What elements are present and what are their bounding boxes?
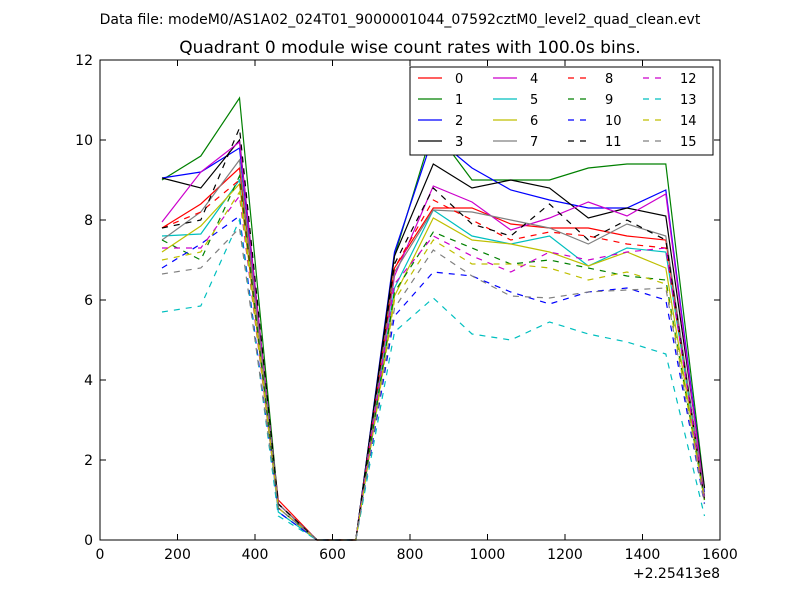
series-line-11 <box>161 127 706 541</box>
series-line-6 <box>161 182 706 541</box>
chart-title: Quadrant 0 module wise count rates with … <box>179 38 640 58</box>
series-line-13 <box>161 217 706 541</box>
x-tick-label: 0 <box>96 547 105 563</box>
series-line-15 <box>161 226 706 541</box>
x-offset-label: +2.25413e8 <box>633 566 720 582</box>
x-tick-label: 1400 <box>625 547 661 563</box>
series-line-4 <box>161 140 706 541</box>
x-axis: 0 200 400 600 800 1000 1200 1400 1600 <box>96 60 738 563</box>
series-line-9 <box>161 173 706 541</box>
legend-label-10: 10 <box>605 114 622 129</box>
series-line-7 <box>161 158 706 541</box>
legend-box <box>409 66 714 156</box>
legend-label-3: 3 <box>455 135 463 150</box>
y-tick-label: 6 <box>84 293 93 309</box>
legend-label-2: 2 <box>455 114 463 129</box>
x-tick-label: 1000 <box>470 547 506 563</box>
legend-label-13: 13 <box>680 93 697 108</box>
x-tick-label: 1600 <box>702 547 738 563</box>
series-line-0 <box>161 166 706 541</box>
legend-label-1: 1 <box>455 93 463 108</box>
x-tick-label: 600 <box>319 547 346 563</box>
y-tick-label: 0 <box>84 533 93 549</box>
legend-label-11: 11 <box>605 135 622 150</box>
legend-label-14: 14 <box>680 114 697 129</box>
x-tick-label: 200 <box>164 547 191 563</box>
series-line-8 <box>161 178 706 541</box>
x-tick-label: 1200 <box>547 547 583 563</box>
series-layer <box>161 96 706 541</box>
legend-label-12: 12 <box>680 72 697 87</box>
legend-label-7: 7 <box>530 135 538 150</box>
series-line-10 <box>161 214 706 541</box>
file-title: Data file: modeM0/AS1A02_024T01_90000010… <box>100 12 701 28</box>
y-tick-label: 8 <box>84 213 93 229</box>
legend-label-5: 5 <box>530 93 538 108</box>
x-tick-label: 800 <box>397 547 424 563</box>
legend-label-4: 4 <box>530 72 538 87</box>
series-line-5 <box>161 178 706 541</box>
legend-label-0: 0 <box>455 72 463 87</box>
y-tick-label: 2 <box>84 453 93 469</box>
y-tick-label: 4 <box>84 373 93 389</box>
legend-label-8: 8 <box>605 72 613 87</box>
x-tick-label: 400 <box>242 547 269 563</box>
legend-label-9: 9 <box>605 93 613 108</box>
series-line-14 <box>161 190 706 541</box>
legend-label-6: 6 <box>530 114 538 129</box>
legend-label-15: 15 <box>680 135 697 150</box>
y-tick-label: 10 <box>75 133 93 149</box>
y-tick-label: 12 <box>75 53 93 69</box>
